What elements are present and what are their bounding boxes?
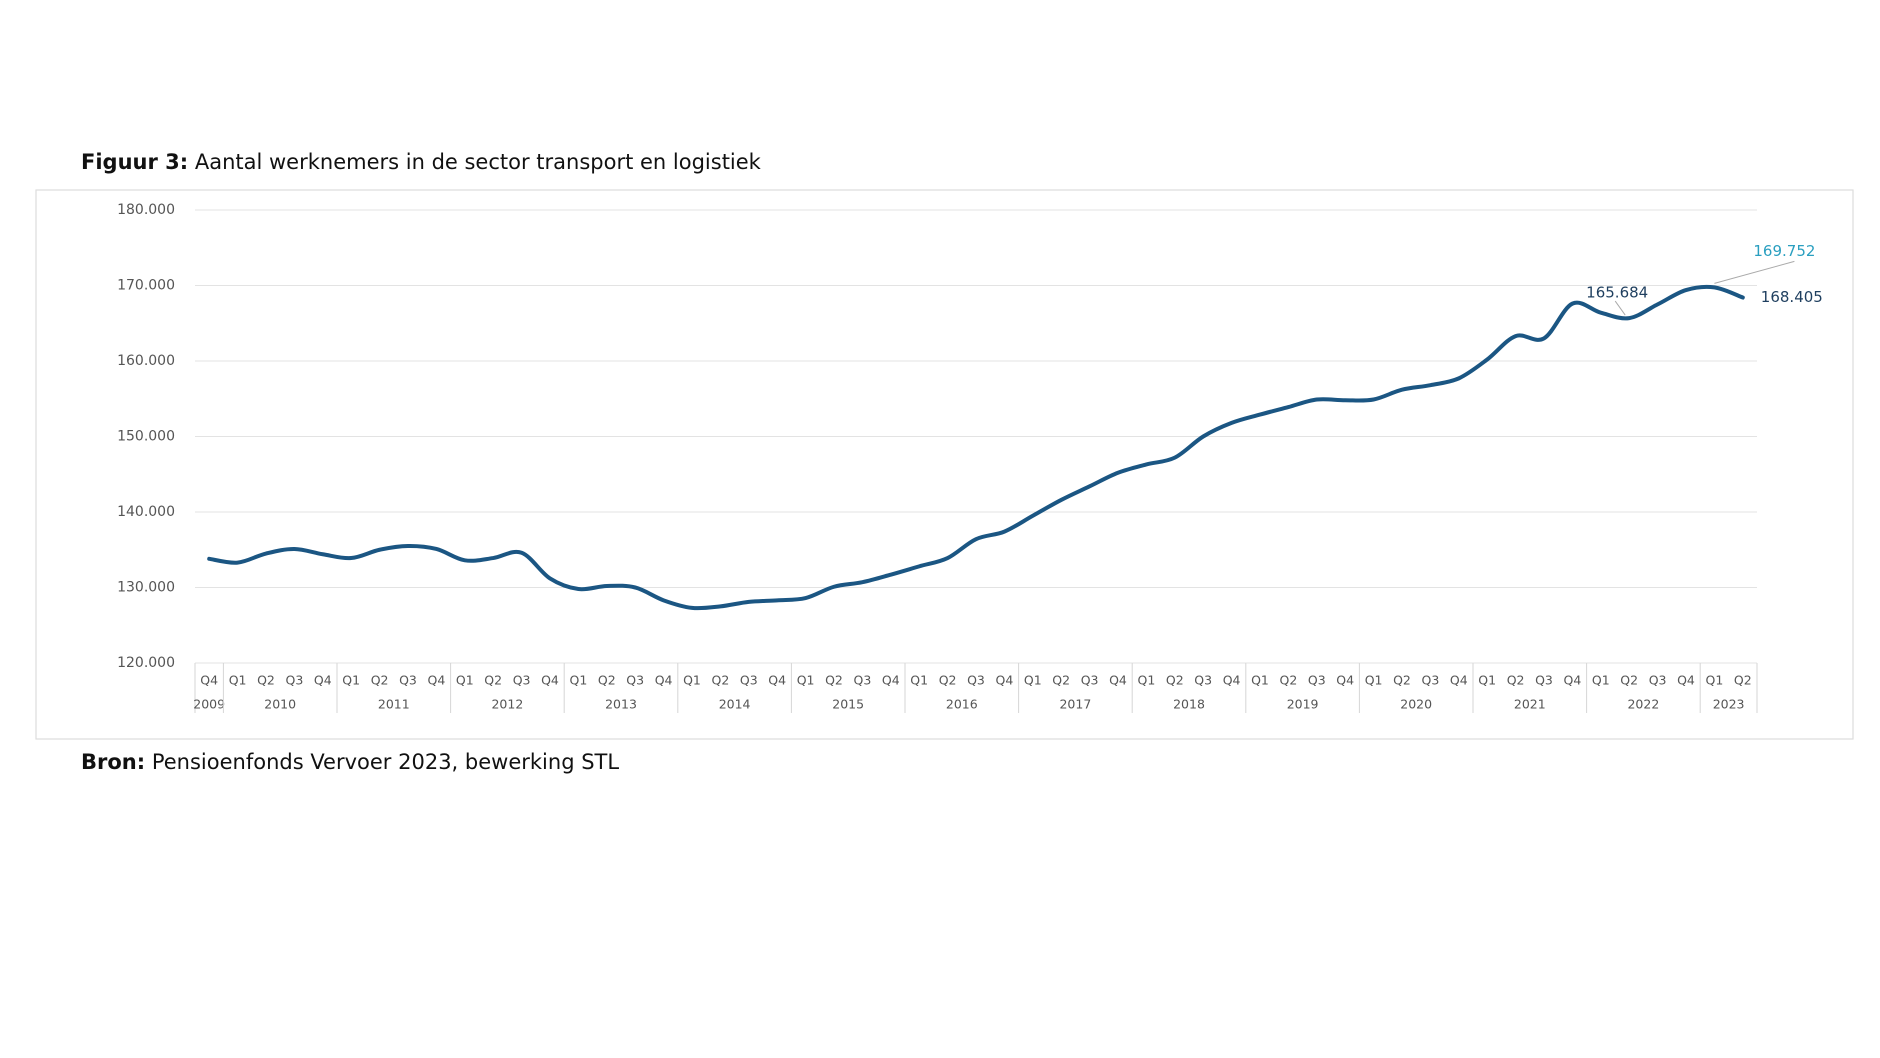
x-tick-label: Q4 bbox=[314, 673, 332, 688]
x-tick-label: Q1 bbox=[1251, 673, 1269, 688]
x-tick-label: Q1 bbox=[1138, 673, 1156, 688]
source: Pensioenfonds Vervoer 2023, bewerking ST… bbox=[151, 750, 620, 774]
year-label: 2016 bbox=[946, 697, 978, 712]
x-tick-label: Q1 bbox=[1478, 673, 1496, 688]
x-tick-label: Q3 bbox=[854, 673, 872, 688]
value-label: 169.752 bbox=[1753, 242, 1815, 260]
x-tick-label: Q3 bbox=[1535, 673, 1553, 688]
source-caption: Bron: Pensioenfonds Vervoer 2023, bewerk… bbox=[81, 750, 619, 774]
x-tick-label: Q2 bbox=[1620, 673, 1638, 688]
year-label: 2017 bbox=[1059, 697, 1091, 712]
y-tick-label: 120.000 bbox=[117, 655, 175, 671]
year-label: 2012 bbox=[491, 697, 523, 712]
x-tick-label: Q4 bbox=[996, 673, 1014, 688]
year-label: 2020 bbox=[1400, 697, 1432, 712]
year-label: 2021 bbox=[1514, 697, 1546, 712]
x-tick-label: Q1 bbox=[456, 673, 474, 688]
x-tick-label: Q1 bbox=[910, 673, 928, 688]
y-tick-label: 170.000 bbox=[117, 278, 175, 294]
x-tick-label: Q3 bbox=[740, 673, 758, 688]
x-tick-label: Q2 bbox=[939, 673, 957, 688]
x-tick-label: Q4 bbox=[882, 673, 900, 688]
x-tick-label: Q3 bbox=[286, 673, 304, 688]
x-tick-label: Q1 bbox=[229, 673, 247, 688]
x-tick-label: Q1 bbox=[570, 673, 588, 688]
x-tick-label: Q2 bbox=[1393, 673, 1411, 688]
x-tick-label: Q1 bbox=[1365, 673, 1383, 688]
leader-line bbox=[1614, 300, 1626, 316]
year-label: 2022 bbox=[1627, 697, 1659, 712]
value-label: 168.405 bbox=[1761, 288, 1823, 306]
figure-caption: Figuur 3: Aantal werknemers in de sector… bbox=[81, 150, 761, 174]
y-tick-label: 140.000 bbox=[117, 504, 175, 520]
x-tick-label: Q3 bbox=[626, 673, 644, 688]
chart-title: Aantal werknemers in de sector transport… bbox=[194, 150, 761, 174]
x-tick-label: Q4 bbox=[655, 673, 673, 688]
x-tick-label: Q2 bbox=[257, 673, 275, 688]
x-tick-label: Q4 bbox=[1109, 673, 1127, 688]
year-label: 2015 bbox=[832, 697, 864, 712]
x-tick-label: Q2 bbox=[484, 673, 502, 688]
x-tick-label: Q4 bbox=[1677, 673, 1695, 688]
y-tick-label: 160.000 bbox=[117, 353, 175, 369]
y-tick-label: 130.000 bbox=[117, 580, 175, 596]
x-tick-label: Q3 bbox=[1081, 673, 1099, 688]
x-tick-label: Q2 bbox=[1280, 673, 1298, 688]
year-label: 2014 bbox=[719, 697, 751, 712]
x-tick-label: Q1 bbox=[1706, 673, 1724, 688]
x-tick-label: Q3 bbox=[1308, 673, 1326, 688]
x-tick-label: Q3 bbox=[1194, 673, 1212, 688]
x-tick-label: Q1 bbox=[797, 673, 815, 688]
x-tick-label: Q3 bbox=[1649, 673, 1667, 688]
x-tick-label: Q3 bbox=[399, 673, 417, 688]
x-tick-label: Q2 bbox=[371, 673, 389, 688]
x-tick-label: Q4 bbox=[1336, 673, 1354, 688]
x-tick-label: Q2 bbox=[1166, 673, 1184, 688]
x-tick-label: Q2 bbox=[598, 673, 616, 688]
value-label: 165.684 bbox=[1586, 284, 1648, 302]
x-tick-label: Q4 bbox=[200, 673, 218, 688]
year-label: 2019 bbox=[1287, 697, 1319, 712]
chart-frame bbox=[35, 189, 1854, 740]
x-tick-label: Q4 bbox=[1564, 673, 1582, 688]
x-tick-label: Q3 bbox=[1422, 673, 1440, 688]
x-tick-label: Q3 bbox=[513, 673, 531, 688]
x-tick-label: Q1 bbox=[1592, 673, 1610, 688]
year-label: 2018 bbox=[1173, 697, 1205, 712]
year-label: 2010 bbox=[264, 697, 296, 712]
x-tick-label: Q2 bbox=[825, 673, 843, 688]
y-tick-label: 150.000 bbox=[117, 429, 175, 445]
x-tick-label: Q2 bbox=[712, 673, 730, 688]
x-tick-label: Q2 bbox=[1052, 673, 1070, 688]
x-tick-label: Q1 bbox=[683, 673, 701, 688]
y-tick-label: 180.000 bbox=[117, 202, 175, 218]
x-tick-label: Q4 bbox=[541, 673, 559, 688]
x-tick-label: Q2 bbox=[1734, 673, 1752, 688]
x-tick-label: Q4 bbox=[428, 673, 446, 688]
data-line bbox=[207, 284, 1745, 611]
year-label: 2011 bbox=[378, 697, 410, 712]
x-tick-label: Q4 bbox=[1450, 673, 1468, 688]
year-label: 2009 bbox=[193, 697, 225, 712]
figure-label: Figuur 3: bbox=[81, 150, 189, 174]
source-label: Bron: bbox=[81, 750, 146, 774]
x-tick-label: Q1 bbox=[342, 673, 360, 688]
x-tick-label: Q3 bbox=[967, 673, 985, 688]
x-tick-label: Q1 bbox=[1024, 673, 1042, 688]
x-tick-label: Q4 bbox=[1223, 673, 1241, 688]
x-tick-label: Q4 bbox=[768, 673, 786, 688]
x-tick-label: Q2 bbox=[1507, 673, 1525, 688]
year-label: 2023 bbox=[1713, 697, 1745, 712]
year-label: 2013 bbox=[605, 697, 637, 712]
leader-line bbox=[1714, 260, 1795, 284]
